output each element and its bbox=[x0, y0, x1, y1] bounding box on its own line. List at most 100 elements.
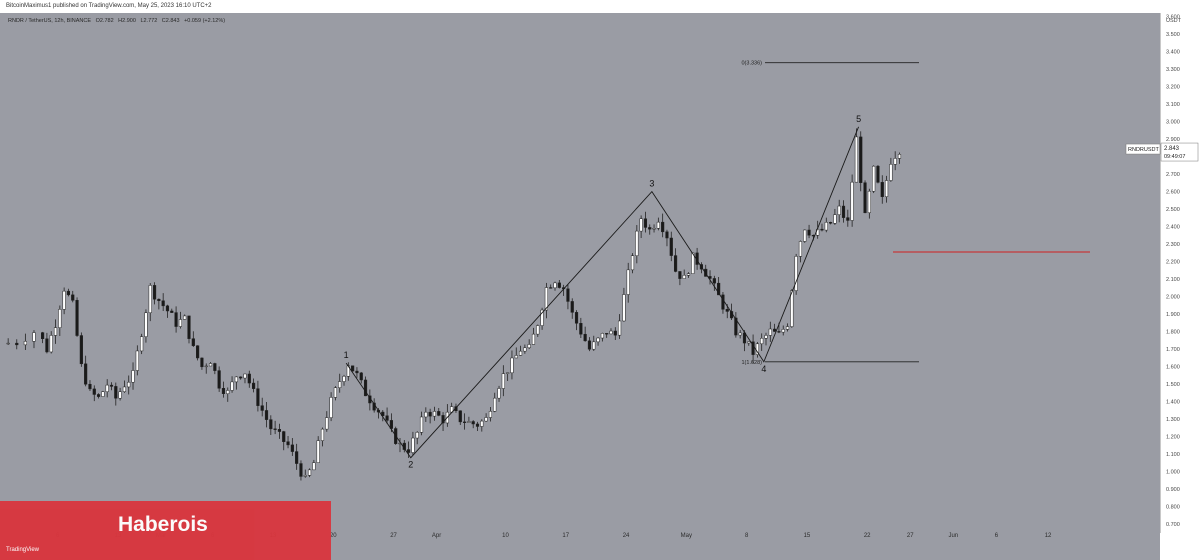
wave-label: 4 bbox=[761, 364, 766, 374]
candle-down bbox=[407, 449, 411, 453]
symbol-info: RNDR / TetherUS, 12h, BINANCE O2.782 H2.… bbox=[8, 18, 225, 24]
candle-up bbox=[316, 440, 320, 463]
candle-down bbox=[579, 323, 583, 335]
y-tick-label: 0.800 bbox=[1166, 505, 1180, 511]
y-tick-label: 2.900 bbox=[1166, 137, 1180, 143]
candle-up bbox=[738, 332, 742, 336]
candle-up bbox=[630, 255, 635, 271]
candle-down bbox=[841, 205, 846, 218]
x-tick-label: 20 bbox=[330, 533, 337, 539]
candle-down bbox=[200, 357, 204, 368]
price-tag bbox=[1160, 142, 1199, 162]
x-tick-label: 27 bbox=[390, 533, 397, 539]
candle-up bbox=[135, 350, 139, 371]
candle-down bbox=[45, 338, 49, 353]
candle-down bbox=[381, 411, 385, 417]
candle-down bbox=[114, 386, 118, 399]
candle-down bbox=[673, 255, 678, 272]
candle-up bbox=[596, 337, 600, 343]
last-price-label: 2.843 bbox=[1164, 146, 1180, 152]
elliott-wave-line bbox=[345, 126, 859, 459]
candle-down bbox=[859, 136, 863, 183]
candle-up bbox=[518, 350, 523, 356]
high-value: 2.900 bbox=[122, 18, 136, 24]
candle-up bbox=[850, 181, 854, 221]
candle-up bbox=[140, 336, 144, 352]
candle-down bbox=[109, 384, 114, 387]
candle-down bbox=[161, 300, 165, 307]
candle-up bbox=[656, 221, 660, 229]
candle-up bbox=[338, 381, 342, 388]
y-tick-label: 3.300 bbox=[1166, 67, 1180, 73]
candle-down bbox=[239, 376, 243, 379]
x-tick-label: 15 bbox=[804, 533, 811, 539]
candle-down bbox=[75, 300, 79, 336]
wave-label: 3 bbox=[649, 179, 654, 189]
price-axis[interactable] bbox=[1160, 13, 1200, 533]
candle-down bbox=[15, 342, 19, 346]
candle-up bbox=[411, 437, 415, 453]
close-label: C bbox=[161, 18, 166, 24]
candle-up bbox=[790, 290, 794, 327]
y-tick-label: 1.500 bbox=[1166, 382, 1180, 388]
y-tick-label: 2.000 bbox=[1166, 295, 1180, 301]
candle-up bbox=[183, 315, 187, 320]
candle-up bbox=[493, 397, 497, 412]
candle-down bbox=[363, 379, 368, 397]
candle-down bbox=[820, 228, 824, 231]
candle-up bbox=[785, 326, 790, 330]
candle-down bbox=[92, 388, 96, 395]
candle-up bbox=[798, 241, 803, 257]
candle-up bbox=[480, 420, 484, 427]
y-tick-label: 3.600 bbox=[1166, 15, 1180, 21]
candle-up bbox=[760, 338, 764, 345]
low-value: 2.772 bbox=[143, 18, 158, 24]
candle-up bbox=[536, 325, 540, 335]
candle-up bbox=[307, 469, 312, 476]
candle-down bbox=[196, 345, 200, 359]
x-tick-label: 8 bbox=[745, 533, 749, 539]
y-tick-label: 1.700 bbox=[1166, 347, 1180, 353]
x-tick-label: 27 bbox=[907, 533, 914, 539]
candle-up bbox=[303, 475, 307, 477]
plot-area[interactable] bbox=[0, 13, 1160, 533]
candle-down bbox=[84, 363, 88, 385]
candle-up bbox=[122, 386, 126, 392]
candle-up bbox=[527, 344, 531, 349]
candle-down bbox=[678, 271, 682, 279]
candle-up bbox=[23, 341, 27, 346]
candle-down bbox=[217, 370, 221, 389]
candle-up bbox=[768, 328, 772, 336]
candle-up bbox=[131, 370, 135, 383]
y-tick-label: 1.300 bbox=[1166, 417, 1180, 423]
x-tick-label: May bbox=[681, 533, 692, 539]
candle-up bbox=[837, 205, 841, 215]
candle-down bbox=[583, 333, 587, 342]
y-tick-label: 2.100 bbox=[1166, 277, 1180, 283]
candle-down bbox=[286, 441, 290, 446]
candle-down bbox=[165, 305, 170, 312]
candle-up bbox=[635, 230, 639, 256]
candle-up bbox=[618, 320, 622, 336]
candle-up bbox=[803, 229, 807, 242]
open-label: O bbox=[95, 18, 100, 24]
candle-up bbox=[794, 256, 798, 291]
candle-down bbox=[428, 411, 432, 417]
candle-up bbox=[432, 411, 437, 417]
candle-up bbox=[544, 287, 548, 311]
candle-up bbox=[510, 357, 514, 374]
x-tick-label: 12 bbox=[1045, 533, 1052, 539]
change-value: +0.059 (+2.12%) bbox=[184, 18, 226, 24]
y-tick-label: 3.000 bbox=[1166, 120, 1180, 126]
wave-label: 1 bbox=[344, 350, 349, 360]
candle-up bbox=[488, 411, 493, 418]
candle-up bbox=[178, 319, 182, 327]
candle-up bbox=[781, 329, 785, 333]
candle-down bbox=[441, 415, 445, 424]
candle-down bbox=[277, 429, 282, 432]
candle-up bbox=[101, 391, 105, 397]
candle-down bbox=[807, 229, 811, 236]
candle-up bbox=[884, 180, 889, 197]
candle-up bbox=[652, 228, 656, 230]
candle-up bbox=[62, 290, 66, 310]
